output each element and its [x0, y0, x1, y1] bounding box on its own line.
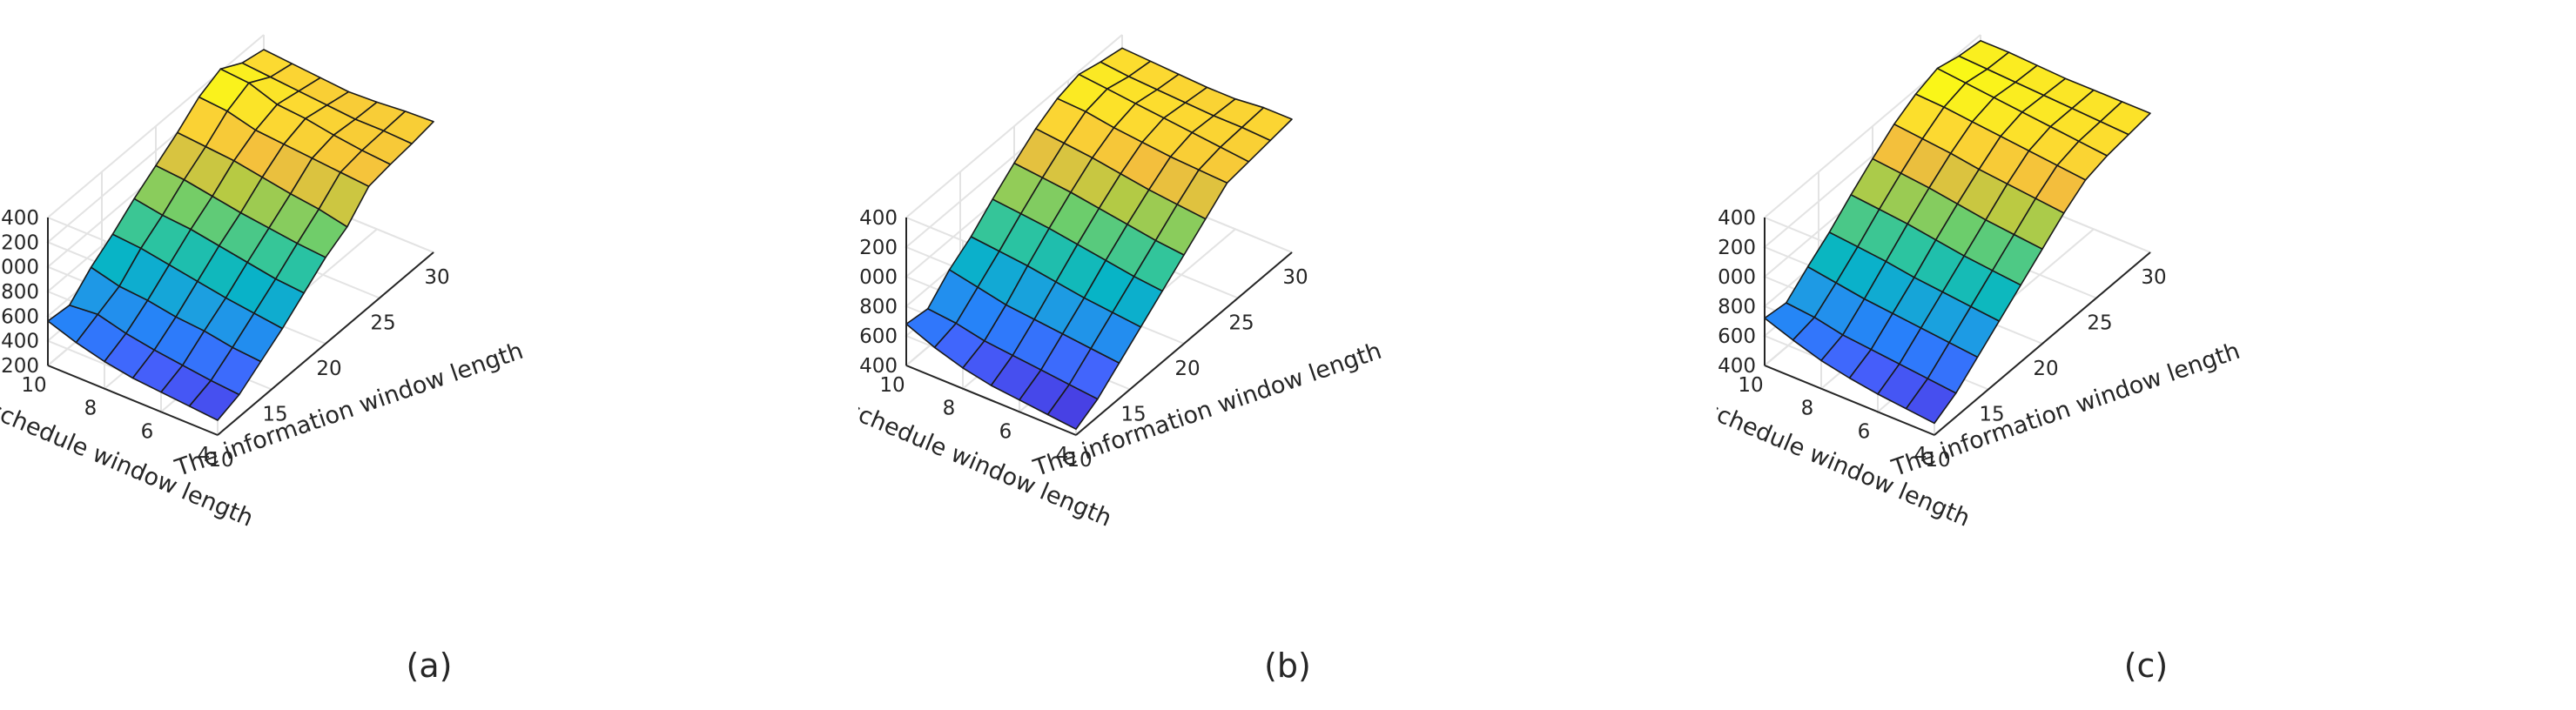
y-tick-label: 4	[1914, 444, 1927, 466]
y-axis-line	[905, 365, 1077, 436]
y-tick-label: 6	[141, 420, 154, 443]
z-tick-label: 800	[1718, 296, 1756, 318]
y-tick-label: 10	[21, 374, 46, 397]
x-tick-label: 20	[2033, 358, 2058, 380]
panel-b: 101520253046810400600800100012001400The …	[858, 0, 1717, 710]
y-tick-label: 10	[1738, 374, 1763, 397]
x-tick-label: 20	[1174, 358, 1200, 380]
x-tick-label: 30	[2141, 266, 2166, 289]
x-tick-label: 15	[1979, 404, 2004, 426]
y-tick-label: 4	[1056, 444, 1069, 466]
z-tick-label: 1400	[0, 207, 39, 230]
x-tick-label: 25	[370, 312, 395, 335]
y-tick-label: 4	[198, 444, 211, 466]
z-tick-label: 1200	[858, 237, 898, 259]
z-tick-label: 1200	[0, 231, 39, 254]
x-axis-line	[217, 251, 434, 436]
z-tick-label: 600	[1, 305, 39, 328]
z-tick-label: 600	[859, 325, 898, 348]
y-axis-line	[1764, 365, 1935, 436]
panel-c: 101520253046810400600800100012001400The …	[1717, 0, 2575, 710]
z-tick-label: 400	[1718, 355, 1756, 378]
x-tick-label: 10	[1066, 449, 1092, 472]
y-axis-line	[47, 365, 219, 436]
caption-label: (b)	[1264, 646, 1311, 685]
x-tick-label: 10	[208, 449, 233, 472]
surface-facet	[382, 111, 434, 144]
z-tick-label: 800	[1, 281, 39, 304]
surface-facet	[2099, 101, 2151, 136]
y-tick-label: 8	[84, 398, 98, 420]
surface-plot-a: 101520253046810200400600800100012001400T…	[0, 34, 527, 685]
x-tick-label: 25	[1228, 312, 1254, 335]
caption-label: (c)	[2124, 646, 2169, 685]
x-tick-label: 30	[1282, 266, 1308, 289]
surface-facet	[1241, 106, 1293, 142]
surface-plot-b: 101520253046810400600800100012001400The …	[858, 34, 1385, 685]
z-tick-label: 400	[1, 331, 39, 353]
caption-label: (a)	[407, 646, 453, 685]
z-tick-label: 200	[1, 355, 39, 378]
x-tick-label: 15	[262, 404, 287, 426]
y-tick-label: 6	[1858, 420, 1871, 443]
z-tick-label: 600	[1718, 325, 1756, 348]
x-tick-label: 15	[1120, 404, 1146, 426]
z-tick-label: 1200	[1717, 237, 1756, 259]
y-tick-label: 10	[879, 374, 905, 397]
surface-plot-c: 101520253046810400600800100012001400The …	[1717, 34, 2243, 685]
x-tick-label: 20	[316, 358, 341, 380]
z-tick-label: 1000	[1717, 266, 1756, 289]
z-tick-label: 1400	[858, 207, 898, 230]
z-tick-label: 800	[859, 296, 898, 318]
y-tick-label: 8	[943, 398, 956, 420]
panel-a: 101520253046810200400600800100012001400T…	[0, 0, 858, 710]
x-axis-line	[1075, 251, 1293, 436]
x-tick-label: 25	[2087, 312, 2112, 335]
x-tick-label: 30	[424, 266, 449, 289]
z-tick-label: 1000	[0, 257, 39, 279]
z-tick-label: 1400	[1717, 207, 1756, 230]
y-tick-label: 8	[1801, 398, 1814, 420]
x-axis-line	[1934, 251, 2151, 436]
z-tick-label: 1000	[858, 266, 898, 289]
z-tick-label: 400	[859, 355, 898, 378]
x-tick-label: 10	[1925, 449, 1950, 472]
y-tick-label: 6	[999, 420, 1012, 443]
